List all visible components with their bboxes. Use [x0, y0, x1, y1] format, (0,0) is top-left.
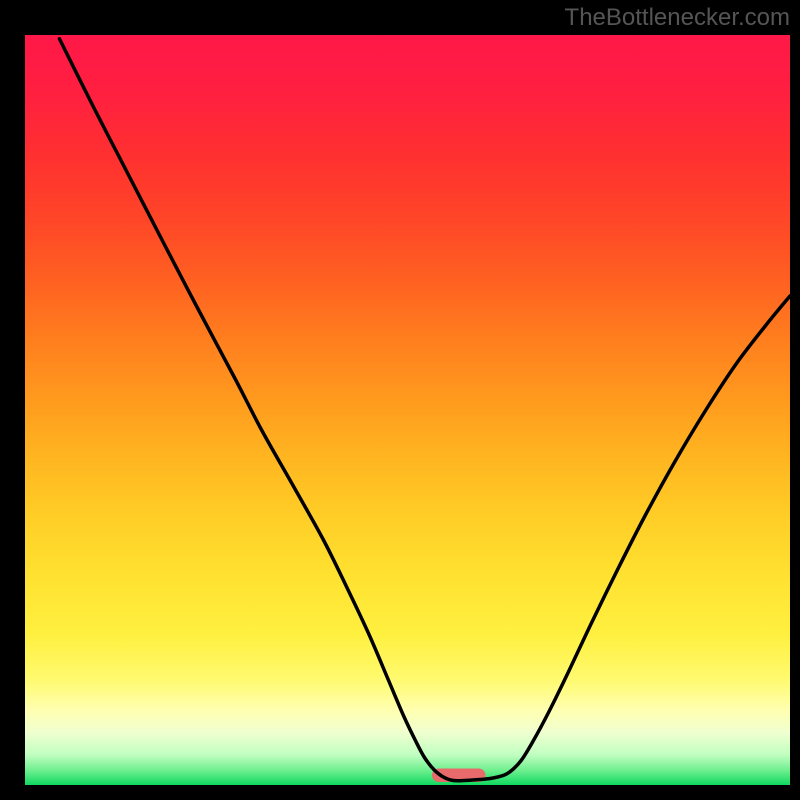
chart-background	[25, 35, 790, 785]
watermark-text: TheBottlenecker.com	[565, 4, 790, 32]
bottleneck-chart	[0, 0, 800, 800]
